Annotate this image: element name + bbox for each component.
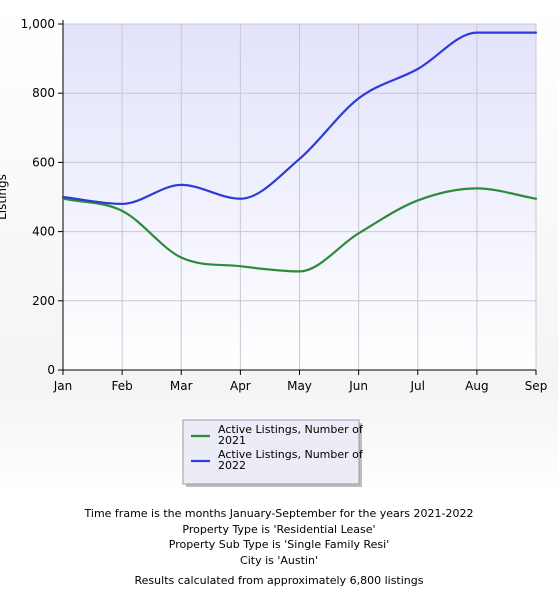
y-axis-title: Listings bbox=[0, 174, 9, 220]
x-tick-label: Feb bbox=[112, 379, 133, 393]
x-tick-label: Apr bbox=[230, 379, 251, 393]
y-tick-label: 800 bbox=[32, 86, 55, 100]
footer-property-sub-type: Property Sub Type is 'Single Family Resi… bbox=[168, 538, 390, 551]
series-line-2021 bbox=[61, 187, 538, 273]
x-tick-label: Mar bbox=[170, 379, 193, 393]
x-tick-label: May bbox=[287, 379, 312, 393]
legend-label: 2022 bbox=[218, 459, 246, 472]
footer-property-type: Property Type is 'Residential Lease' bbox=[182, 522, 376, 536]
series-line-2022 bbox=[61, 31, 538, 206]
y-axis-title-group: Listings bbox=[0, 174, 9, 220]
axes: 0 200 400 600 800 1,000 Jan Feb Mar Apr May Jun Jul A… bbox=[21, 17, 548, 393]
x-tick-label: Jul bbox=[410, 379, 425, 393]
y-tick-label: 400 bbox=[32, 225, 55, 239]
footer-city: City is 'Austin' bbox=[240, 553, 318, 567]
legend-label: Active Listings, Number of bbox=[218, 423, 364, 436]
y-tick-label: 0 bbox=[47, 363, 55, 377]
legend-box bbox=[182, 419, 360, 485]
legend-label: Active Listings, Number of bbox=[218, 448, 364, 461]
footer-results: Results calculated from approximately 6,… bbox=[134, 574, 424, 587]
x-tick-label: Jun bbox=[348, 379, 368, 393]
y-tick-label: 600 bbox=[32, 155, 55, 169]
x-tick-label: Sep bbox=[525, 379, 548, 393]
y-tick-label: 200 bbox=[32, 294, 55, 308]
y-tick-label: 1,000 bbox=[21, 17, 55, 31]
chart-footer: Time frame is the months January-Septemb… bbox=[0, 506, 558, 589]
grid bbox=[63, 23, 537, 370]
legend-label: 2021 bbox=[218, 434, 246, 447]
x-tick-label: Aug bbox=[465, 379, 488, 393]
footer-timeframe: Time frame is the months January-Septemb… bbox=[84, 507, 474, 520]
x-tick-label: Jan bbox=[53, 379, 73, 393]
series-lines bbox=[61, 31, 538, 273]
